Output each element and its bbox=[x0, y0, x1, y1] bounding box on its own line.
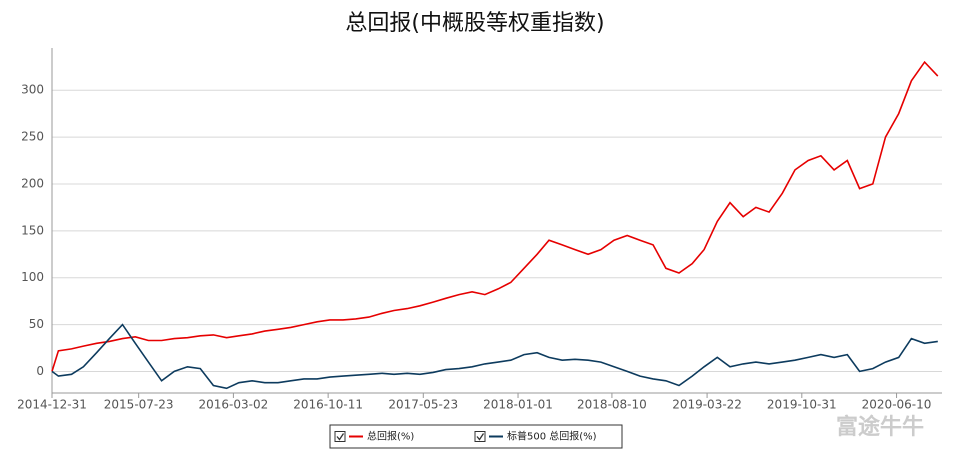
y-tick-label: 250 bbox=[21, 130, 44, 144]
x-tick-label: 2016-03-02 bbox=[199, 398, 269, 412]
legend-label: 标普500 总回报(%) bbox=[507, 430, 597, 443]
x-tick-label: 2016-10-11 bbox=[293, 398, 363, 412]
chart-title: 总回报(中概股等权重指数) bbox=[345, 11, 604, 36]
y-tick-label: 0 bbox=[36, 364, 44, 378]
legend-checkbox bbox=[474, 431, 486, 442]
y-tick-label: 100 bbox=[21, 270, 44, 284]
x-tick-label: 2018-08-10 bbox=[577, 398, 647, 412]
series-line bbox=[51, 323, 938, 390]
x-tick-label: 2015-07-23 bbox=[104, 398, 174, 412]
y-tick-label: 300 bbox=[21, 83, 44, 97]
legend-check bbox=[476, 433, 485, 441]
x-tick-label: 2018-01-01 bbox=[483, 398, 553, 412]
x-tick-label: 2020-06-10 bbox=[862, 398, 932, 412]
y-tick-label: 150 bbox=[21, 223, 44, 237]
legend-checkbox bbox=[334, 431, 346, 442]
x-tick-label: 2014-12-31 bbox=[17, 398, 87, 412]
legend-label: 总回报(%) bbox=[367, 430, 414, 443]
legend-check bbox=[336, 433, 345, 441]
series-line bbox=[51, 60, 939, 372]
x-tick-label: 2017-05-23 bbox=[388, 398, 458, 412]
x-tick-label: 2019-03-22 bbox=[672, 398, 742, 412]
y-tick-label: 50 bbox=[29, 317, 44, 331]
watermark: 富途牛牛 bbox=[836, 414, 924, 440]
y-tick-label: 200 bbox=[21, 176, 44, 190]
x-tick-label: 2019-10-31 bbox=[767, 398, 837, 412]
